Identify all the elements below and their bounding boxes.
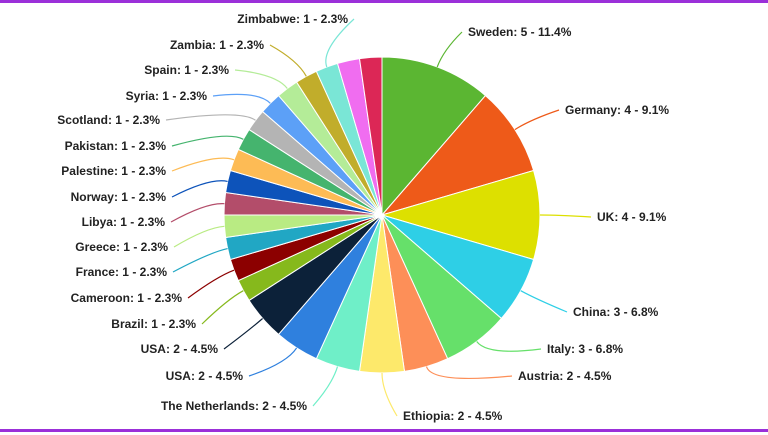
slice-label: Italy: 3 - 6.8%: [547, 342, 623, 356]
pie-slice-uk-2: [380, 169, 541, 261]
slice-label: Scotland: 1 - 2.3%: [57, 113, 160, 127]
slice-label: Pakistan: 1 - 2.3%: [65, 139, 167, 153]
slice-label: Zimbabwe: 1 - 2.3%: [237, 12, 348, 26]
leader-line: [476, 341, 542, 352]
leader-line: [173, 225, 225, 248]
slice-label: The Netherlands: 2 - 4.5%: [161, 399, 307, 413]
slice-label: Sweden: 5 - 11.4%: [468, 25, 572, 39]
leader-line: [201, 290, 244, 325]
leader-line: [171, 157, 235, 172]
pie-slice-sweden-0: [381, 56, 487, 217]
slice-label: Germany: 4 - 9.1%: [565, 103, 669, 117]
slice-label: Palestine: 1 - 2.3%: [61, 164, 166, 178]
leader-line: [514, 109, 560, 131]
pie-chart: Sweden: 5 - 11.4% Germany: 4 - 9.1% UK: 4 …: [57, 12, 669, 423]
slice-label: USA: 2 - 4.5%: [166, 369, 244, 383]
slice-label: Spain: 1 - 2.3%: [144, 63, 229, 77]
leader-line: [425, 366, 513, 380]
leader-line: [520, 290, 568, 313]
leader-line: [325, 18, 355, 68]
leader-line: [187, 269, 235, 299]
leader-line: [248, 347, 298, 377]
leader-line: [171, 180, 228, 198]
leader-line: [165, 114, 256, 121]
slice-label: Brazil: 1 - 2.3%: [111, 317, 196, 331]
leader-line: [312, 366, 339, 407]
leader-line: [171, 135, 244, 147]
leader-line: [269, 44, 307, 77]
leader-line: [223, 318, 263, 350]
slice-label: China: 3 - 6.8%: [573, 305, 659, 319]
leader-line: [539, 214, 592, 218]
slice-label: France: 1 - 2.3%: [76, 265, 168, 279]
slice-label: Greece: 1 - 2.3%: [75, 240, 168, 254]
leader-line: [170, 203, 225, 223]
pie-slice-unlabeled-24: [358, 56, 383, 216]
pie-slice-germany-1: [380, 94, 535, 216]
leader-line: [381, 372, 398, 417]
slice-label: Norway: 1 - 2.3%: [71, 190, 167, 204]
leader-line: [234, 69, 288, 89]
slice-label: Ethiopia: 2 - 4.5%: [403, 409, 503, 423]
leader-line: [172, 248, 228, 273]
slice-label: Syria: 1 - 2.3%: [126, 89, 208, 103]
slice-label: Zambia: 1 - 2.3%: [170, 38, 264, 52]
slice-label: Austria: 2 - 4.5%: [518, 369, 612, 383]
leader-line: [436, 31, 463, 68]
slice-label: Libya: 1 - 2.3%: [82, 215, 166, 229]
leader-line: [212, 93, 271, 104]
slice-label: USA: 2 - 4.5%: [141, 342, 219, 356]
slice-label: UK: 4 - 9.1%: [597, 210, 667, 224]
slice-label: Cameroon: 1 - 2.3%: [71, 291, 183, 305]
